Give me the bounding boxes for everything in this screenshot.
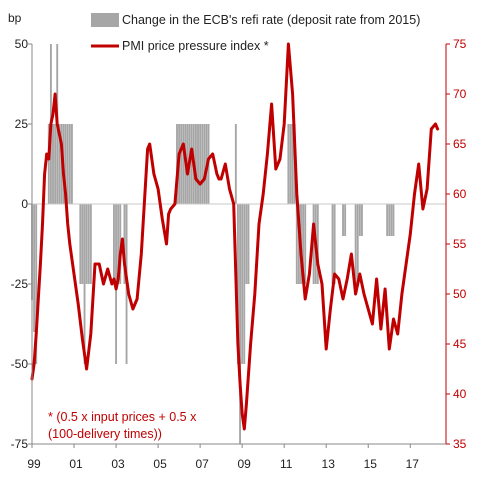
- bar: [66, 124, 69, 204]
- x-tick-label: 99: [27, 457, 41, 471]
- bar: [304, 204, 307, 284]
- bar: [241, 204, 244, 364]
- bar: [239, 204, 241, 444]
- right-tick-label: 75: [453, 37, 467, 51]
- left-tick-label: 50: [15, 37, 29, 51]
- x-tick-label: 07: [195, 457, 209, 471]
- bar: [199, 124, 202, 204]
- x-tick-label: 13: [322, 457, 336, 471]
- left-ticks: 50 25 0 -25 -50 -75: [11, 37, 32, 451]
- bar: [243, 204, 246, 364]
- bar: [333, 204, 336, 284]
- x-tick-label: 15: [364, 457, 378, 471]
- left-tick-label: -75: [11, 437, 29, 451]
- legend-bar-label: Change in the ECB's refi rate (deposit r…: [122, 13, 420, 27]
- bar: [354, 204, 357, 284]
- bar: [182, 124, 185, 204]
- annotation: * (0.5 x input prices + 0.5 x (100-deliv…: [48, 410, 197, 441]
- bars-layer: [31, 44, 395, 444]
- bar: [33, 204, 36, 332]
- bar: [203, 124, 206, 204]
- bar: [291, 124, 294, 204]
- x-tick-label: 17: [406, 457, 420, 471]
- bar: [312, 204, 315, 284]
- x-tick-label: 09: [237, 457, 251, 471]
- series-line: [30, 42, 440, 431]
- right-tick-label: 45: [453, 337, 467, 351]
- left-tick-label: 25: [15, 117, 29, 131]
- bar: [85, 204, 88, 284]
- x-tick-label: 01: [69, 457, 83, 471]
- bar: [247, 204, 250, 284]
- bar: [356, 204, 359, 284]
- bar: [190, 124, 193, 204]
- bar: [360, 204, 363, 236]
- bar: [83, 204, 86, 364]
- bar: [180, 124, 183, 204]
- bar: [54, 124, 57, 204]
- bar: [234, 124, 237, 204]
- legend: Change in the ECB's refi rate (deposit r…: [91, 13, 420, 53]
- left-tick-label: -25: [11, 277, 29, 291]
- bar: [87, 204, 90, 284]
- bar: [58, 124, 61, 204]
- bar: [68, 124, 71, 204]
- bar: [392, 204, 395, 236]
- bar: [287, 124, 290, 204]
- bar: [344, 204, 347, 236]
- bar: [81, 204, 84, 284]
- right-tick-label: 70: [453, 87, 467, 101]
- right-tick-label: 55: [453, 237, 467, 251]
- x-tick-label: 05: [153, 457, 167, 471]
- bar: [89, 204, 92, 284]
- bar: [388, 204, 391, 236]
- annotation-line-2: (100-delivery times)): [48, 427, 162, 441]
- bar: [358, 204, 361, 236]
- bar: [316, 204, 319, 284]
- legend-line-label: PMI price pressure index *: [122, 39, 269, 53]
- bar: [117, 204, 120, 284]
- bar: [386, 204, 389, 236]
- bar: [52, 124, 54, 204]
- bar: [342, 204, 344, 236]
- left-tick-label: -50: [11, 357, 29, 371]
- bar: [197, 124, 199, 204]
- bar: [201, 124, 204, 204]
- bar: [237, 204, 239, 364]
- line-layer: [30, 42, 440, 431]
- bar: [295, 204, 298, 284]
- left-axis-label: bp: [8, 11, 22, 25]
- right-tick-label: 50: [453, 287, 467, 301]
- right-tick-label: 35: [453, 437, 467, 451]
- x-tick-label: 03: [111, 457, 125, 471]
- bar: [390, 204, 393, 236]
- bar: [245, 204, 248, 284]
- bar: [79, 204, 82, 284]
- right-ticks: 75 70 65 60 55 50 45 40 35: [446, 37, 467, 451]
- bar: [113, 204, 115, 284]
- bar: [302, 204, 305, 284]
- legend-bar-swatch: [91, 13, 119, 27]
- left-tick-label: 0: [21, 197, 28, 211]
- bar: [289, 124, 292, 204]
- bar: [64, 124, 67, 204]
- bar: [35, 204, 38, 364]
- bar: [331, 204, 334, 284]
- bar: [47, 124, 50, 204]
- bar: [123, 204, 126, 284]
- x-ticks: 99 01 03 05 07 09 11 13 15 17: [27, 444, 419, 471]
- annotation-line-1: * (0.5 x input prices + 0.5 x: [48, 410, 197, 424]
- bar: [70, 124, 73, 204]
- right-tick-label: 40: [453, 387, 467, 401]
- x-tick-label: 11: [280, 457, 293, 471]
- bar: [194, 124, 197, 204]
- right-tick-label: 60: [453, 187, 467, 201]
- right-tick-label: 65: [453, 137, 467, 151]
